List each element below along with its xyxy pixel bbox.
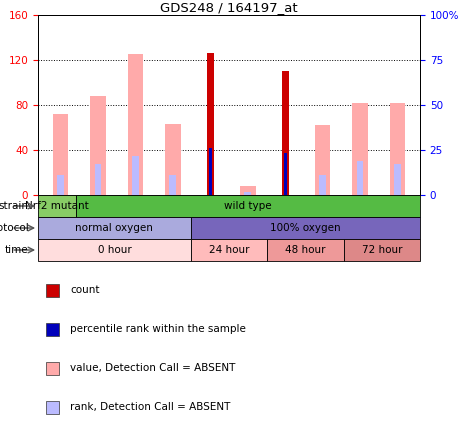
FancyBboxPatch shape xyxy=(76,195,420,217)
Bar xyxy=(319,175,326,195)
Text: 48 hour: 48 hour xyxy=(285,245,326,255)
Bar xyxy=(282,71,289,195)
Bar xyxy=(207,53,213,195)
Bar xyxy=(132,155,139,195)
Text: count: count xyxy=(71,285,100,296)
Text: wild type: wild type xyxy=(224,201,272,211)
FancyBboxPatch shape xyxy=(38,239,191,261)
Bar xyxy=(165,124,181,195)
Bar xyxy=(57,175,64,195)
Bar xyxy=(315,125,331,195)
FancyBboxPatch shape xyxy=(267,239,344,261)
Text: rank, Detection Call = ABSENT: rank, Detection Call = ABSENT xyxy=(71,403,231,412)
Bar xyxy=(357,161,364,195)
Bar xyxy=(46,362,59,375)
Bar xyxy=(90,96,106,195)
Bar xyxy=(284,153,287,195)
FancyBboxPatch shape xyxy=(38,217,191,239)
FancyBboxPatch shape xyxy=(38,195,76,217)
Bar xyxy=(46,284,59,297)
Bar xyxy=(127,55,143,195)
Bar xyxy=(46,322,59,336)
Bar xyxy=(352,103,368,195)
Text: percentile rank within the sample: percentile rank within the sample xyxy=(71,325,246,334)
Bar xyxy=(53,114,68,195)
FancyBboxPatch shape xyxy=(191,217,420,239)
Text: Nrf2 mutant: Nrf2 mutant xyxy=(25,201,89,211)
Text: protocol: protocol xyxy=(0,223,29,233)
Text: 72 hour: 72 hour xyxy=(362,245,402,255)
Text: normal oxygen: normal oxygen xyxy=(75,223,153,233)
Bar xyxy=(390,103,405,195)
Bar xyxy=(394,164,401,195)
Text: time: time xyxy=(5,245,29,255)
Bar xyxy=(94,164,101,195)
Bar xyxy=(169,175,176,195)
Bar xyxy=(244,192,251,195)
Text: 100% oxygen: 100% oxygen xyxy=(270,223,341,233)
Text: strain: strain xyxy=(0,201,29,211)
FancyBboxPatch shape xyxy=(344,239,420,261)
Text: value, Detection Call = ABSENT: value, Detection Call = ABSENT xyxy=(71,363,236,374)
Text: 0 hour: 0 hour xyxy=(98,245,131,255)
Title: GDS248 / 164197_at: GDS248 / 164197_at xyxy=(160,1,298,14)
Bar xyxy=(240,186,256,195)
Bar xyxy=(46,400,59,414)
FancyBboxPatch shape xyxy=(191,239,267,261)
Bar xyxy=(209,148,212,195)
Text: 24 hour: 24 hour xyxy=(209,245,249,255)
